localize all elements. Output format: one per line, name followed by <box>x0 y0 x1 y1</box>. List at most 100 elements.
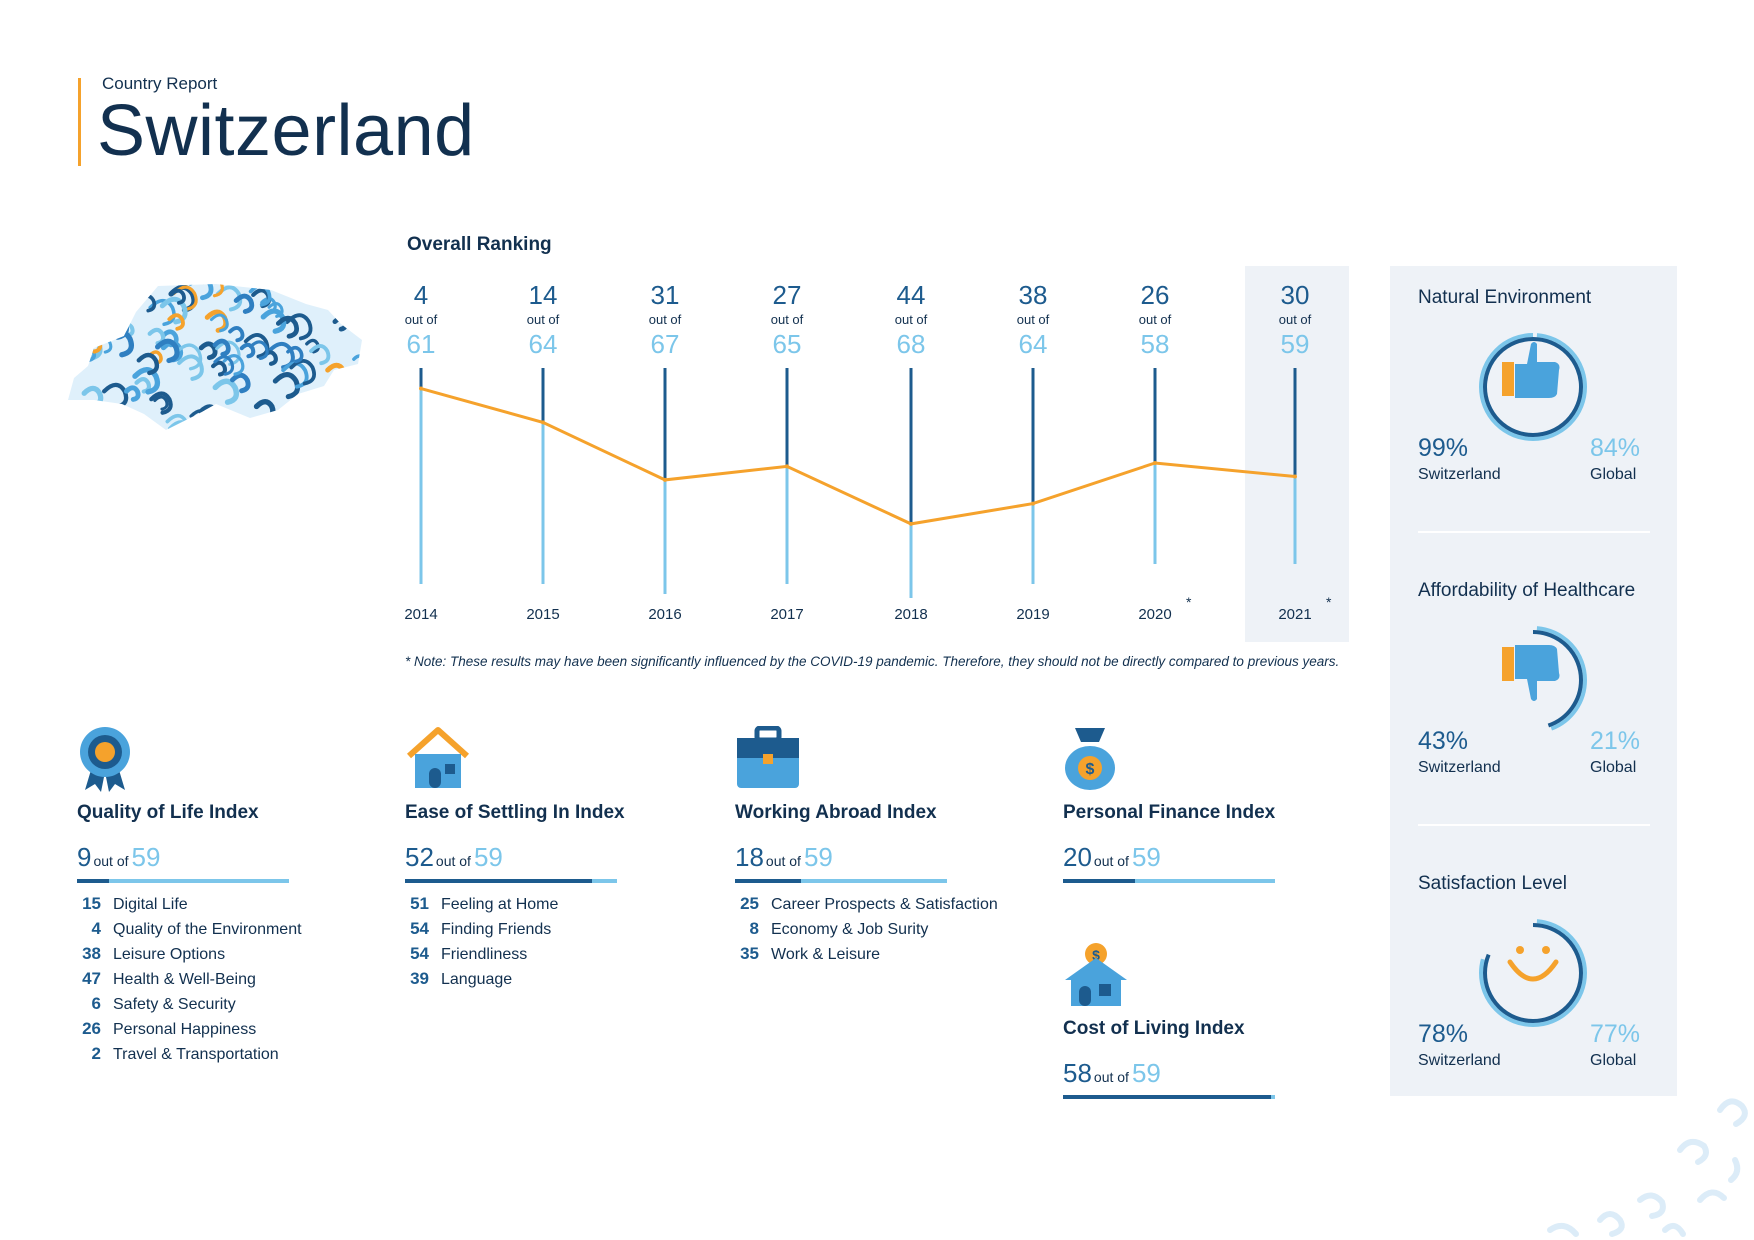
sub-index-rank: 15 <box>82 894 101 913</box>
sub-index-rank: 26 <box>82 1019 101 1038</box>
index-name: Ease of Settling In Index <box>405 802 625 823</box>
total-countries: 58 <box>1140 329 1170 359</box>
overall-ranking-title: Overall Ranking <box>407 234 552 255</box>
sub-index-row: 51 Feeling at Home <box>405 894 558 914</box>
year-label: 2018 <box>894 606 928 623</box>
sub-index-row: 6 Safety & Security <box>77 994 236 1014</box>
year-label: 2019 <box>1016 606 1050 623</box>
rank-value: 38 <box>1018 280 1048 310</box>
sub-index-label: Travel & Transportation <box>113 1046 279 1063</box>
insight-title: Satisfaction Level <box>1418 873 1567 894</box>
rank-value: 44 <box>896 280 926 310</box>
insight-title: Affordability of Healthcare <box>1418 580 1636 601</box>
index-name: Cost of Living Index <box>1063 1018 1245 1039</box>
sub-index-rank: 51 <box>410 894 429 913</box>
current-year-highlight <box>1245 266 1349 642</box>
index-rank: 18 <box>735 842 764 872</box>
sub-index-label: Health & Well-Being <box>113 971 256 988</box>
ranking-point-2021 <box>1293 474 1297 479</box>
sub-index-row: 25 Career Prospects & Satisfaction <box>735 894 998 914</box>
index-progress-fill <box>735 879 801 883</box>
card-divider <box>1418 824 1650 826</box>
index-score: 58 out of 59 <box>1063 1058 1161 1089</box>
briefcase-icon <box>735 725 801 795</box>
ranking-column-2017: 27 out of 65 2017 <box>732 282 842 623</box>
sub-index-row: 8 Economy & Job Surity <box>735 919 929 939</box>
smiley-icon <box>1507 946 1559 982</box>
sub-index-rank: 4 <box>91 919 101 938</box>
sub-index-row: 35 Work & Leisure <box>735 944 880 964</box>
out-of-label: out of <box>1278 312 1312 327</box>
sub-index-label: Finding Friends <box>441 921 552 938</box>
decorative-pattern-icon <box>1547 1098 1748 1237</box>
index-rank: 58 <box>1063 1058 1092 1088</box>
ranking-line <box>420 387 1296 526</box>
sub-index-label: Language <box>441 971 513 988</box>
insight-gauge <box>1479 333 1587 441</box>
sub-index-label: Quality of the Environment <box>113 921 302 938</box>
sub-index-rank: 6 <box>91 994 101 1013</box>
ranking-point-2017 <box>785 464 789 469</box>
out-of-label: out of <box>894 312 928 327</box>
country-label: Switzerland <box>1418 466 1501 483</box>
sub-index-rank: 35 <box>740 944 759 963</box>
out-of-label: out of <box>526 312 560 327</box>
index-name: Working Abroad Index <box>735 802 937 823</box>
out-of-label: out of <box>404 312 438 327</box>
index-out-of: out of <box>435 853 471 869</box>
year-label: 2016 <box>648 606 682 623</box>
sub-index-label: Safety & Security <box>113 996 236 1013</box>
insight-gauge <box>1479 919 1587 1027</box>
index-progress-bar <box>77 879 289 883</box>
sub-index-row: 54 Finding Friends <box>405 919 551 939</box>
medal-icon <box>77 726 133 797</box>
index-progress-fill <box>1063 1095 1271 1099</box>
total-countries: 64 <box>1018 329 1048 359</box>
rank-value: 14 <box>528 280 558 310</box>
sub-index-row: 39 Language <box>405 969 512 989</box>
index-rank: 20 <box>1063 842 1092 872</box>
total-countries: 68 <box>896 329 926 359</box>
global-percent: 77% <box>1590 1020 1641 1048</box>
index-rank: 9 <box>77 842 92 872</box>
total-countries: 64 <box>528 329 558 359</box>
thumbs-down-icon <box>1502 645 1560 701</box>
out-of-label: out of <box>1138 312 1172 327</box>
rank-value: 31 <box>650 280 680 310</box>
rank-value: 30 <box>1280 280 1310 310</box>
insight-title: Natural Environment <box>1418 287 1592 308</box>
index-score: 18 out of 59 <box>735 842 833 873</box>
money-bag-icon: $ <box>1063 726 1117 797</box>
ranking-column-2020: 26 out of 58 2020 * <box>1100 282 1210 623</box>
global-percent: 84% <box>1590 434 1641 462</box>
sub-index-row: 38 Leisure Options <box>77 944 225 964</box>
svg-text:$: $ <box>1086 761 1095 778</box>
index-total: 59 <box>473 842 503 872</box>
index-name: Quality of Life Index <box>77 802 259 823</box>
country-percent: 78% <box>1418 1020 1469 1048</box>
sub-index-rank: 47 <box>82 969 101 988</box>
index-out-of: out of <box>93 853 129 869</box>
total-countries: 67 <box>650 329 680 359</box>
ranking-point-2020 <box>1153 460 1157 465</box>
country-percent: 43% <box>1418 727 1469 755</box>
thumbs-up-icon <box>1502 342 1560 398</box>
sub-index-row: 15 Digital Life <box>77 894 188 914</box>
covid-note: * Note: These results may have been sign… <box>405 654 1340 669</box>
index-out-of: out of <box>1093 1069 1129 1085</box>
header-accent-bar <box>78 78 81 166</box>
sub-index-label: Career Prospects & Satisfaction <box>771 896 998 913</box>
sub-index-row: 47 Health & Well-Being <box>77 969 256 989</box>
total-countries: 61 <box>406 329 436 359</box>
ranking-column-2015: 14 out of 64 2015 <box>488 280 598 623</box>
index-score: 20 out of 59 <box>1063 842 1161 873</box>
sub-index-row: 4 Quality of the Environment <box>77 919 302 939</box>
country-title: Switzerland <box>97 91 475 171</box>
sub-index-label: Personal Happiness <box>113 1021 257 1038</box>
index-out-of: out of <box>765 853 801 869</box>
year-label: 2020 <box>1138 606 1172 623</box>
insight-gauge <box>1479 626 1587 734</box>
house-coin-icon: $ <box>1063 942 1129 1011</box>
house-icon <box>405 726 471 795</box>
total-countries: 59 <box>1280 329 1310 359</box>
